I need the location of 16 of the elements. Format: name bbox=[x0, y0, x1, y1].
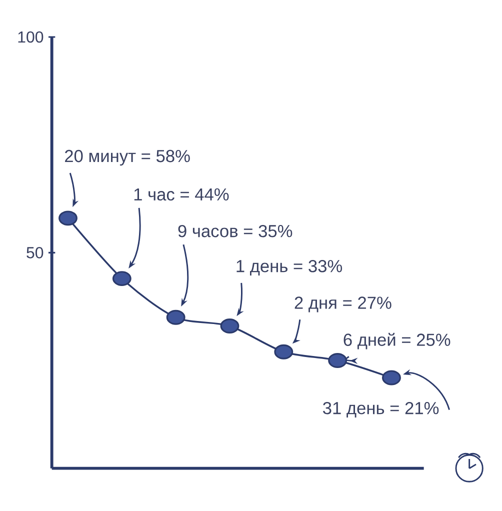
point bbox=[166, 310, 186, 325]
y-tick-label: 50 bbox=[26, 247, 44, 258]
data-label: 9 часов = 35% bbox=[178, 224, 292, 238]
point bbox=[328, 353, 348, 368]
point bbox=[382, 370, 401, 386]
point bbox=[274, 344, 294, 360]
y-tick-label: 100 bbox=[18, 31, 44, 43]
point bbox=[112, 271, 132, 286]
data-label: 31 день = 21% bbox=[323, 402, 439, 418]
data-label: 20 минут = 58% bbox=[65, 150, 190, 166]
data-label: 6 дней = 25% bbox=[344, 332, 450, 350]
data-label: 2 дня = 27% bbox=[294, 296, 392, 312]
point bbox=[220, 318, 240, 334]
data-label: 1 час = 44% bbox=[134, 188, 229, 201]
data-label: 1 день = 33% bbox=[236, 260, 342, 276]
point bbox=[58, 210, 78, 226]
